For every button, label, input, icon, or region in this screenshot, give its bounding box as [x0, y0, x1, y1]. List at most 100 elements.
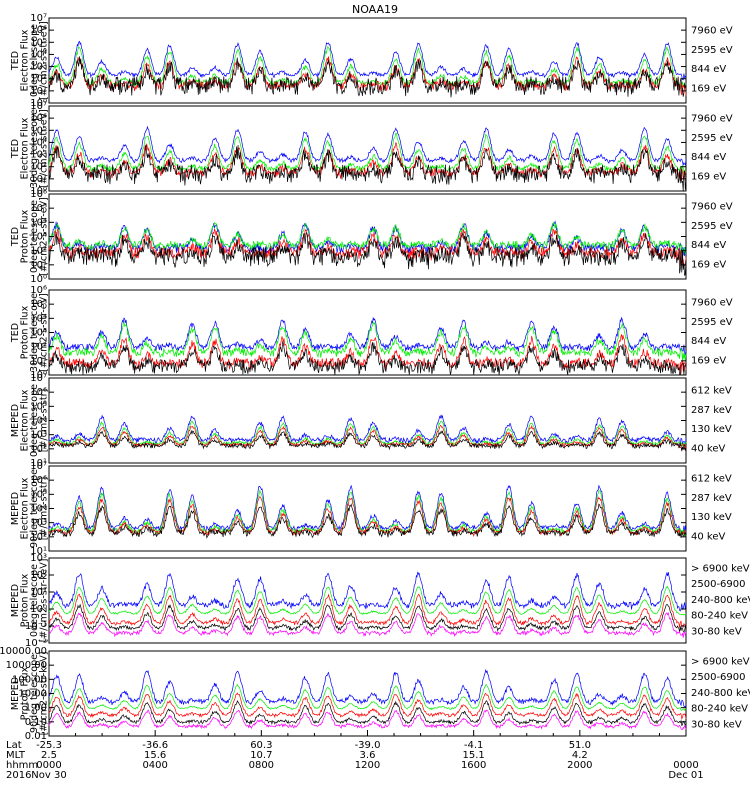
x-row-value: 3.6 [360, 750, 376, 761]
y-axis-label: MEPEDElectron Flux0deg telescope[#/cm2-s… [10, 384, 50, 457]
y-axis-label-line: Proton Flux [20, 209, 31, 263]
series-trace-612-kev [48, 503, 687, 539]
series-trace-169-ev [48, 316, 687, 356]
y-tick-label: 10⁵ [30, 489, 47, 500]
x-row-label: hhmm [6, 760, 38, 771]
series-trace-2500-6900 [48, 603, 687, 633]
y-axis-label: TEDElectron Flux0deg telescope[#/cm2-s-s… [10, 21, 50, 100]
legend-entry: > 6900 keV [691, 563, 750, 574]
legend-entry: 40 keV [691, 444, 725, 455]
y-axis-label: MEPEDElectron Flux90deg telescope[#/cm2-… [10, 469, 50, 548]
y-tick-label: 10⁰ [30, 186, 47, 197]
x-row-value: 51.0 [569, 740, 591, 751]
legend-entry: 169 eV [691, 84, 726, 95]
y-tick-label: 10³ [30, 430, 47, 441]
series-trace-844-ev [48, 221, 687, 255]
series-trace-40-kev [48, 414, 687, 448]
y-tick-label: 10⁰ [30, 274, 47, 285]
legend-entry: 30-80 keV [691, 719, 742, 730]
y-tick-label: 10¹ [30, 356, 47, 367]
legend-entry: 240-800 keV [691, 595, 750, 606]
y-tick-label: 0.01 [25, 731, 47, 742]
plot-title: NOAA19 [352, 3, 398, 16]
y-tick-label: 10.00 [18, 689, 47, 700]
y-axis-label-line: Electron Flux [20, 117, 31, 179]
y-tick-label: 10⁶ [30, 285, 47, 296]
y-tick-label: 10⁶ [30, 475, 47, 486]
x-row-value: 0000 [36, 760, 61, 771]
legend-entry: 844 eV [691, 336, 726, 347]
legend-entry: 612 keV [691, 474, 732, 485]
legend-entry: 287 keV [691, 405, 732, 416]
legend-entry: 169 eV [691, 260, 726, 271]
x-end-label: Dec 01 [668, 770, 703, 781]
series-trace-2500-6900 [48, 700, 687, 727]
y-axis-label-line: 30deg telescope [29, 293, 40, 372]
series-trace-287-kev [48, 496, 687, 538]
y-tick-label: 10³ [30, 328, 47, 339]
x-row-value: 1600 [461, 760, 486, 771]
y-axis-label-line: Electron Flux [20, 389, 31, 451]
series-trace-844-ev [48, 132, 687, 176]
y-axis-label-line: [#/cm2-s-str] [39, 389, 50, 452]
y-tick-label: 10² [30, 246, 47, 257]
y-tick-label: 10³ [30, 232, 47, 243]
y-axis-label-line: 90deg telescope [29, 654, 40, 733]
x-row-value: Nov 30 [31, 770, 66, 781]
x-row-label: 2016 [6, 770, 31, 781]
legend-entry: 2500-6900 [691, 579, 746, 590]
y-axis-label-line: MEPED [10, 677, 21, 710]
y-tick-label: 10⁵ [30, 203, 47, 214]
x-row-value: 2000 [567, 760, 592, 771]
y-tick-label: 10⁴ [30, 416, 47, 427]
y-axis-label-line: 0deg telescope [29, 200, 40, 273]
legend-entry: > 6900 keV [691, 656, 750, 667]
y-axis-label: MEPEDProton Flux0deg telescope[#/cm2-s-s… [10, 559, 50, 643]
y-axis-label-line: [#/cm2-s-str-eV] [39, 293, 50, 372]
legend-entry: 2595 eV [691, 317, 733, 328]
y-axis-label-line: [#/cm2-s-str-eV] [39, 197, 50, 276]
x-row-value: 1200 [355, 760, 380, 771]
legend-entry: 844 eV [691, 64, 726, 75]
y-tick-label: 10⁶ [30, 387, 47, 398]
y-axis-label-line: [#/cm2-s-str] [39, 477, 50, 540]
series-trace-844-ev [48, 45, 687, 90]
y-tick-label: 1.00 [25, 703, 47, 714]
legend-entry: 7960 eV [691, 202, 733, 213]
y-tick-label: 100.00 [12, 674, 47, 685]
x-row-label: Lat [6, 740, 22, 751]
x-row-value: 60.3 [250, 740, 272, 751]
x-axis-labels: Lat -25.3 -36.6 60.3 -39.0 -4.1 51.0 MLT 2.5 15.6… [6, 730, 704, 781]
legend-entry: 2595 eV [691, 221, 733, 232]
y-tick-label: 10⁶ [30, 113, 47, 124]
y-axis-label: MEPEDProton Flux90deg telescope[#/cm2-s-… [10, 652, 50, 736]
y-axis-label-line: TED [10, 51, 21, 71]
y-axis-label-line: Proton Flux [20, 666, 31, 720]
y-axis-label-line: 0deg telescope [29, 564, 40, 637]
legend-entry: 130 keV [691, 424, 732, 435]
y-axis-label-line: [#/cm2-s-str-eV] [39, 21, 50, 100]
legend-entry: 2595 eV [691, 133, 733, 144]
x-row-value: -25.3 [36, 740, 62, 751]
y-tick-label: 10000.00 [0, 646, 47, 657]
series-trace-240-800-kev [48, 692, 687, 720]
series-trace-30-80-kev [48, 668, 687, 708]
y-tick-label: 10³ [30, 150, 47, 161]
series-trace-80-240-kev [48, 683, 687, 711]
y-tick-label: 10¹ [30, 587, 47, 598]
legend-entry: 169 eV [691, 172, 726, 183]
series-trace-240-800-kev [48, 593, 687, 629]
legend-entry: 2595 eV [691, 45, 733, 56]
series-trace-169-ev [48, 40, 687, 81]
series-trace-2595-ev [48, 228, 687, 267]
y-tick-label: 10³ [30, 553, 47, 564]
y-tick-label: 10⁶ [30, 25, 47, 36]
panel-frame [48, 465, 687, 552]
y-axis-label: TEDProton Flux0deg telescope[#/cm2-s-str… [10, 197, 50, 276]
x-row-label: MLT [6, 750, 26, 761]
legend-entry: 130 keV [691, 512, 732, 523]
